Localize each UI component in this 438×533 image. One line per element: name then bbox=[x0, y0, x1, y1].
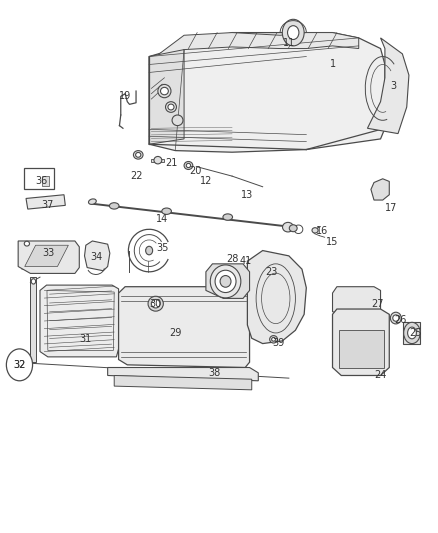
Text: 11: 11 bbox=[283, 38, 295, 48]
Text: 34: 34 bbox=[91, 252, 103, 262]
Ellipse shape bbox=[134, 151, 143, 159]
Ellipse shape bbox=[393, 315, 399, 321]
Polygon shape bbox=[24, 168, 54, 189]
Text: 14: 14 bbox=[156, 214, 168, 224]
Ellipse shape bbox=[312, 228, 318, 233]
Text: 35: 35 bbox=[156, 243, 169, 253]
Text: 26: 26 bbox=[394, 314, 406, 325]
Text: 31: 31 bbox=[80, 334, 92, 344]
Ellipse shape bbox=[210, 265, 241, 298]
Ellipse shape bbox=[215, 270, 236, 293]
Ellipse shape bbox=[154, 157, 162, 164]
Polygon shape bbox=[247, 251, 306, 344]
Text: 39: 39 bbox=[273, 337, 285, 348]
Ellipse shape bbox=[272, 337, 276, 341]
Ellipse shape bbox=[158, 84, 171, 98]
Polygon shape bbox=[149, 33, 385, 152]
Ellipse shape bbox=[24, 241, 29, 246]
Ellipse shape bbox=[408, 327, 417, 339]
Ellipse shape bbox=[162, 208, 171, 214]
Text: 21: 21 bbox=[165, 158, 177, 168]
Ellipse shape bbox=[166, 102, 177, 112]
Text: 16: 16 bbox=[315, 226, 328, 236]
Circle shape bbox=[283, 19, 304, 46]
Polygon shape bbox=[332, 309, 389, 375]
Polygon shape bbox=[367, 38, 409, 134]
Text: 33: 33 bbox=[42, 248, 55, 258]
Ellipse shape bbox=[404, 322, 420, 344]
Circle shape bbox=[288, 26, 299, 39]
Circle shape bbox=[7, 349, 32, 381]
Text: 1: 1 bbox=[329, 60, 336, 69]
Polygon shape bbox=[339, 330, 384, 368]
Text: 15: 15 bbox=[326, 237, 339, 247]
Text: 19: 19 bbox=[119, 91, 131, 101]
Polygon shape bbox=[108, 368, 258, 381]
Text: 25: 25 bbox=[409, 328, 422, 338]
Ellipse shape bbox=[390, 312, 401, 324]
Text: 32: 32 bbox=[13, 360, 26, 370]
Text: 3: 3 bbox=[391, 81, 397, 91]
Text: 13: 13 bbox=[241, 190, 254, 200]
Polygon shape bbox=[149, 50, 184, 144]
Ellipse shape bbox=[220, 276, 231, 287]
Text: 23: 23 bbox=[265, 267, 278, 277]
Text: 29: 29 bbox=[169, 328, 181, 338]
Text: 28: 28 bbox=[226, 254, 238, 263]
Polygon shape bbox=[18, 241, 79, 273]
Polygon shape bbox=[25, 245, 68, 266]
Text: 30: 30 bbox=[149, 298, 162, 309]
Polygon shape bbox=[371, 179, 389, 200]
Ellipse shape bbox=[270, 336, 278, 343]
Ellipse shape bbox=[289, 225, 297, 232]
Polygon shape bbox=[206, 264, 250, 298]
Text: 27: 27 bbox=[371, 298, 383, 309]
Polygon shape bbox=[119, 287, 250, 368]
Polygon shape bbox=[26, 195, 65, 209]
Ellipse shape bbox=[223, 214, 233, 220]
Ellipse shape bbox=[110, 203, 119, 209]
Text: 38: 38 bbox=[208, 368, 221, 378]
Polygon shape bbox=[40, 285, 119, 357]
Text: 37: 37 bbox=[42, 200, 54, 211]
Polygon shape bbox=[114, 375, 252, 390]
Ellipse shape bbox=[186, 164, 191, 167]
Text: 36: 36 bbox=[35, 176, 47, 187]
Polygon shape bbox=[403, 322, 420, 344]
Ellipse shape bbox=[148, 296, 163, 311]
Ellipse shape bbox=[151, 300, 160, 308]
Ellipse shape bbox=[88, 199, 96, 204]
Text: 24: 24 bbox=[374, 370, 387, 381]
Ellipse shape bbox=[160, 87, 168, 95]
Ellipse shape bbox=[283, 222, 293, 232]
Ellipse shape bbox=[136, 152, 141, 157]
Text: 20: 20 bbox=[189, 166, 201, 176]
Ellipse shape bbox=[172, 115, 183, 126]
Text: 22: 22 bbox=[130, 171, 142, 181]
Polygon shape bbox=[85, 241, 110, 271]
Polygon shape bbox=[155, 33, 359, 70]
Polygon shape bbox=[42, 176, 49, 185]
Polygon shape bbox=[151, 159, 164, 162]
Circle shape bbox=[146, 246, 152, 255]
Polygon shape bbox=[332, 287, 381, 317]
Ellipse shape bbox=[168, 104, 174, 110]
Text: 17: 17 bbox=[385, 203, 398, 213]
Polygon shape bbox=[30, 277, 36, 362]
Text: 41: 41 bbox=[239, 256, 251, 266]
Text: 32: 32 bbox=[13, 360, 26, 370]
Ellipse shape bbox=[184, 161, 193, 169]
Text: 12: 12 bbox=[200, 176, 212, 187]
Ellipse shape bbox=[31, 279, 35, 284]
